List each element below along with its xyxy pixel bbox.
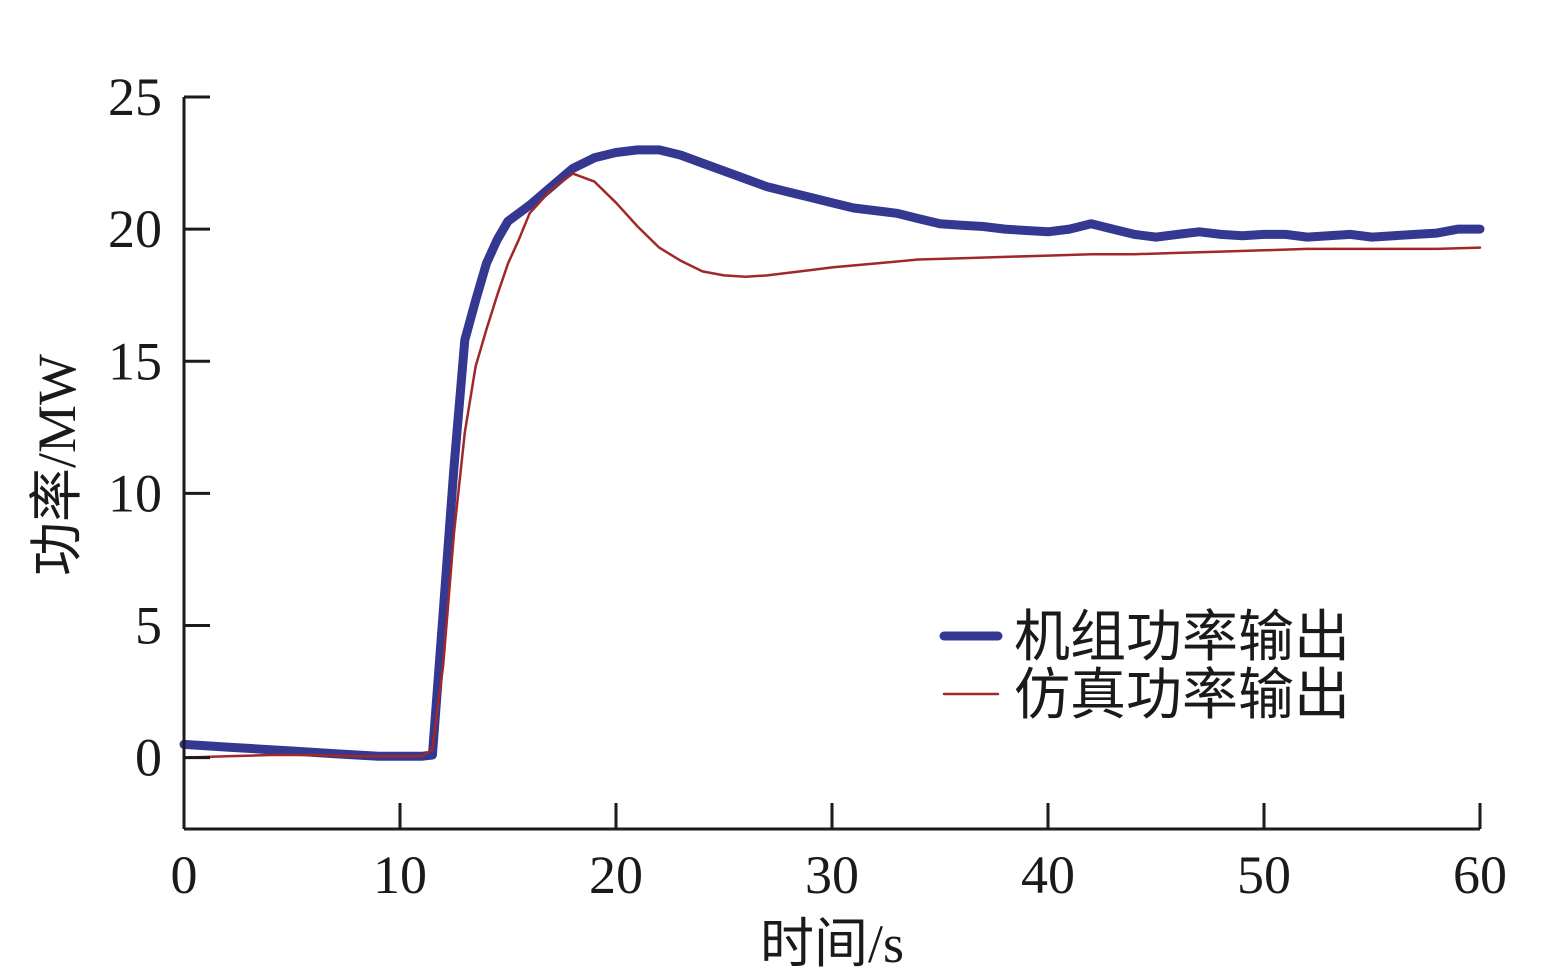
- y-tick-label: 25: [108, 67, 162, 127]
- x-tick-label: 40: [1021, 845, 1075, 905]
- x-tick-label: 20: [589, 845, 643, 905]
- y-tick-label: 0: [135, 728, 162, 788]
- y-axis-label: 功率/MW: [27, 354, 87, 576]
- x-axis-label: 时间/s: [760, 914, 904, 974]
- x-tick-label: 30: [805, 845, 859, 905]
- x-tick-label: 0: [171, 845, 198, 905]
- y-tick-label: 15: [108, 331, 162, 391]
- x-tick-label: 10: [373, 845, 427, 905]
- x-tick-label: 60: [1453, 845, 1507, 905]
- legend-label-2: 仿真功率输出: [1014, 665, 1350, 727]
- series-line-2: [182, 172, 1482, 759]
- y-tick-label: 20: [108, 199, 162, 259]
- plot-area: [179, 145, 1485, 761]
- axes: 0 10 20 30 40 50 60 0 5 10 15 20 25: [108, 67, 1507, 905]
- y-tick-label: 10: [108, 463, 162, 523]
- legend-label-1: 机组功率输出: [1014, 607, 1350, 669]
- y-tick-label: 5: [135, 596, 162, 656]
- x-tick-label: 50: [1237, 845, 1291, 905]
